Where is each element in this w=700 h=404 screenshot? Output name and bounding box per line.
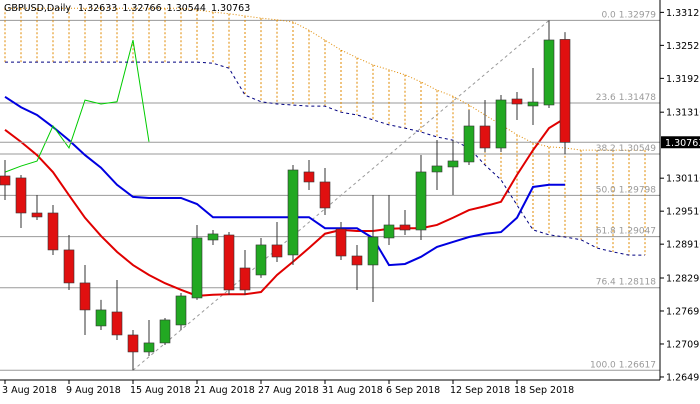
candle-body [495,99,507,149]
last-close: 1.30763 [211,3,250,14]
candle-body [335,228,347,257]
candle-body [351,255,363,266]
fib-ratio: 0.0 [601,10,616,20]
candle-body [31,212,43,218]
fib-level-label: 61.8 1.29047 [596,227,656,237]
fib-level-label: 0.0 1.32979 [601,10,656,20]
fib-trendline [132,20,550,371]
candle-body [511,98,523,105]
candle-body [415,171,427,231]
fib-price: 1.26617 [619,360,656,370]
candle-body [175,295,187,326]
candle-body [479,125,491,149]
x-tick-label: 27 Aug 2018 [258,385,319,396]
candle-body [399,224,411,231]
y-tick-label: 1.31310 [666,108,700,119]
fib-ratio: 23.6 [596,93,616,103]
candle-body [63,249,75,284]
y-tick-label: 1.32525 [666,41,700,52]
fib-level-label: 76.4 1.28118 [596,278,657,288]
x-tick-label: 21 Aug 2018 [194,385,255,396]
x-tick-label: 6 Sep 2018 [386,385,440,396]
x-tick-label: 18 Sep 2018 [514,385,574,396]
y-tick-label: 1.27095 [666,339,700,350]
indicator-line [5,61,645,256]
fib-level-label: 50.0 1.29798 [596,185,657,195]
indicator-line [4,117,566,297]
candle-body [367,236,379,266]
candle-body [47,212,59,251]
fib-level-label: 23.6 1.31478 [596,93,657,103]
current-price-label: 1.30763 [665,138,700,149]
candle-body [303,171,315,183]
candle-body [271,244,283,258]
fib-price: 1.32979 [619,10,656,20]
candle-body [111,311,123,336]
x-tick-label: 31 Aug 2018 [322,385,383,396]
candle-body [159,319,171,344]
candle-body [463,125,475,163]
fib-ratio: 50.0 [596,185,616,195]
candle-body [447,160,459,168]
candle-body [527,101,539,107]
y-tick-label: 1.31925 [666,74,700,85]
x-tick-label: 9 Aug 2018 [66,385,121,396]
last-low: 1.30544 [167,3,206,14]
fib-price: 1.29047 [619,227,656,237]
candle-body [127,334,139,353]
plot-area [0,7,660,371]
x-tick-label: 3 Aug 2018 [2,385,57,396]
candle-body [95,309,107,327]
fib-ratio: 38.2 [596,144,616,154]
candle-body [0,175,11,186]
candle-body [239,267,251,291]
fib-ratio: 100.0 [590,360,616,370]
current-price-tag [661,136,700,149]
candle-body [143,342,155,353]
candle-body [287,169,299,256]
chart-title: GBPUSD,Daily 1.32633 1.32766 1.30544 1.3… [4,3,250,14]
y-tick-label: 1.28910 [666,240,700,251]
candle-body [255,244,267,276]
candle-body [383,224,395,239]
y-tick-label: 1.27695 [666,306,700,317]
fib-price: 1.28118 [619,278,656,288]
y-tick-label: 1.29510 [666,207,700,218]
candle-body [207,233,219,241]
x-tick-label: 12 Sep 2018 [450,385,510,396]
fib-price: 1.30549 [619,144,656,154]
candle-body [319,181,331,209]
y-tick-label: 1.33125 [666,8,700,19]
last-open: 1.32633 [78,3,117,14]
symbol: GBPUSD,Daily [4,3,71,14]
candle-body [543,39,555,106]
x-tick-label: 15 Aug 2018 [130,385,191,396]
fib-price: 1.29798 [619,185,656,195]
candle-body [431,165,443,173]
candle-body [223,234,235,291]
y-tick-label: 1.26495 [666,372,700,383]
fib-level-label: 100.0 1.26617 [590,360,656,370]
fib-ratio: 76.4 [596,278,616,288]
y-tick-label: 1.28295 [666,273,700,284]
last-high: 1.32766 [122,3,161,14]
indicator-line [4,40,150,173]
y-tick-label: 1.30110 [666,174,700,185]
fib-price: 1.31478 [619,93,656,103]
indicator-line [5,7,645,151]
fib-ratio: 61.8 [596,227,616,237]
candle-body [191,237,203,299]
candle-body [15,177,27,214]
candle-body [79,282,91,311]
candle-body [559,39,571,143]
indicator-line [4,95,565,267]
fib-level-label: 38.2 1.30549 [596,144,657,154]
